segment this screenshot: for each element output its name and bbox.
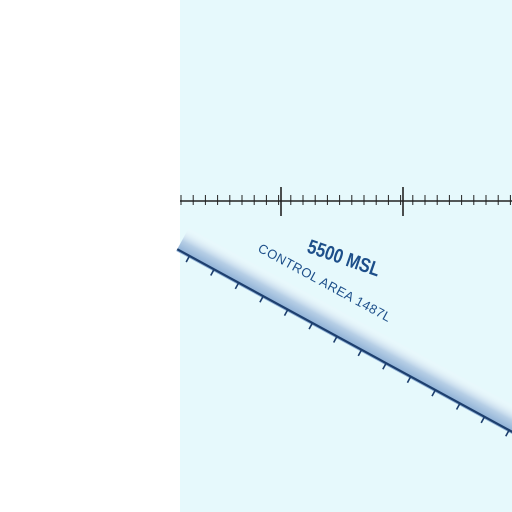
boundary-tick [406, 376, 412, 384]
boundary-tick [332, 335, 338, 343]
boundary-tick [283, 309, 289, 317]
boundary-tick [431, 389, 437, 397]
boundary-ticks [185, 255, 510, 437]
boundary-tick [455, 402, 461, 410]
boundary-tick [382, 362, 387, 370]
boundary-edge-line [176, 248, 512, 437]
boundary-tick [480, 416, 486, 424]
boundary-band [176, 228, 512, 438]
latitude-tick-line [180, 187, 512, 216]
blank-margin [0, 0, 180, 512]
control-area-boundary [176, 228, 512, 438]
boundary-tick [234, 282, 240, 290]
tick-marks [180, 195, 511, 205]
boundary-tick [505, 429, 510, 437]
boundary-tick [210, 268, 215, 276]
boundary-tick [259, 295, 264, 303]
boundary-tick [357, 349, 363, 357]
boundary-tick [308, 322, 314, 330]
boundary-tick [185, 255, 191, 263]
